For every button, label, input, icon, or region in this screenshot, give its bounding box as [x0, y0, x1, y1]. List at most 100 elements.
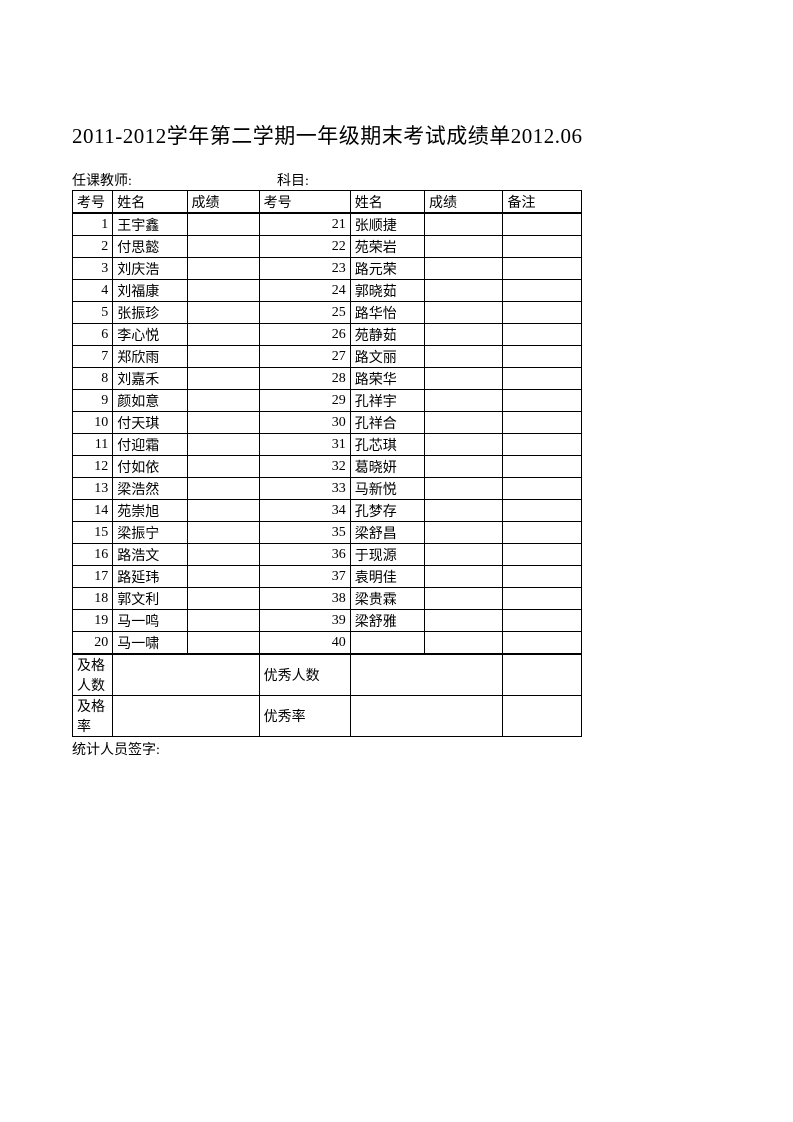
- teacher-label: 任课教师:: [72, 174, 132, 189]
- exam-no-cell: 28: [259, 368, 350, 390]
- name-cell: [350, 632, 424, 654]
- score-cell: [425, 456, 503, 478]
- name-cell: 于现源: [350, 544, 424, 566]
- score-cell: [187, 280, 259, 302]
- score-cell: [187, 412, 259, 434]
- table-row: 1王宇鑫21张顺捷: [73, 214, 582, 236]
- stats-note-2: [503, 696, 582, 737]
- note-cell: [503, 324, 582, 346]
- exam-no-cell: 13: [73, 478, 113, 500]
- name-cell: 李心悦: [113, 324, 187, 346]
- name-cell: 马新悦: [350, 478, 424, 500]
- note-cell: [503, 434, 582, 456]
- exam-no-cell: 29: [259, 390, 350, 412]
- header-name-1: 姓名: [113, 191, 187, 213]
- name-cell: 袁明佳: [350, 566, 424, 588]
- name-cell: 郭晓茹: [350, 280, 424, 302]
- name-cell: 郭文利: [113, 588, 187, 610]
- score-cell: [425, 588, 503, 610]
- score-cell: [187, 258, 259, 280]
- table-row: 20马一啸40: [73, 632, 582, 654]
- note-cell: [503, 500, 582, 522]
- name-cell: 郑欣雨: [113, 346, 187, 368]
- name-cell: 张顺捷: [350, 214, 424, 236]
- name-cell: 张振珍: [113, 302, 187, 324]
- exam-no-cell: 25: [259, 302, 350, 324]
- note-cell: [503, 214, 582, 236]
- score-cell: [425, 368, 503, 390]
- note-cell: [503, 522, 582, 544]
- note-cell: [503, 412, 582, 434]
- name-cell: 苑荣岩: [350, 236, 424, 258]
- table-row: 15梁振宁35梁舒昌: [73, 522, 582, 544]
- exam-no-cell: 6: [73, 324, 113, 346]
- note-cell: [503, 390, 582, 412]
- exam-no-cell: 9: [73, 390, 113, 412]
- score-cell: [425, 632, 503, 654]
- score-cell: [425, 236, 503, 258]
- score-table: 考号 姓名 成绩 考号 姓名 成绩 备注: [72, 190, 582, 213]
- exam-no-cell: 11: [73, 434, 113, 456]
- name-cell: 梁贵霖: [350, 588, 424, 610]
- exam-no-cell: 33: [259, 478, 350, 500]
- header-exam-no-2: 考号: [259, 191, 350, 213]
- header-exam-no-1: 考号: [73, 191, 113, 213]
- exam-no-cell: 2: [73, 236, 113, 258]
- score-cell: [425, 280, 503, 302]
- score-cell: [187, 214, 259, 236]
- exam-no-cell: 24: [259, 280, 350, 302]
- score-table-body: 1王宇鑫21张顺捷2付思懿22苑荣岩3刘庆浩23路元荣4刘福康24郭晓茹5张振珍…: [72, 213, 582, 654]
- stats-row-1: 及格人数 优秀人数: [73, 655, 582, 696]
- note-cell: [503, 280, 582, 302]
- name-cell: 刘庆浩: [113, 258, 187, 280]
- pass-rate-value: [113, 696, 259, 737]
- note-cell: [503, 544, 582, 566]
- table-row: 16路浩文36于现源: [73, 544, 582, 566]
- note-cell: [503, 258, 582, 280]
- score-cell: [425, 522, 503, 544]
- exam-no-cell: 20: [73, 632, 113, 654]
- exam-no-cell: 38: [259, 588, 350, 610]
- exam-no-cell: 8: [73, 368, 113, 390]
- excellent-count-value: [350, 655, 503, 696]
- name-cell: 孔祥合: [350, 412, 424, 434]
- name-cell: 王宇鑫: [113, 214, 187, 236]
- score-cell: [425, 324, 503, 346]
- name-cell: 付迎霜: [113, 434, 187, 456]
- pass-count-label: 及格人数: [73, 655, 113, 696]
- score-cell: [425, 434, 503, 456]
- score-cell: [425, 544, 503, 566]
- table-row: 4刘福康24郭晓茹: [73, 280, 582, 302]
- name-cell: 路浩文: [113, 544, 187, 566]
- table-row: 9颜如意29孔祥宇: [73, 390, 582, 412]
- table-row: 2付思懿22苑荣岩: [73, 236, 582, 258]
- score-cell: [425, 390, 503, 412]
- header-score-1: 成绩: [187, 191, 259, 213]
- subject-label: 科目:: [277, 174, 309, 189]
- stats-table: 及格人数 优秀人数 及格率 优秀率: [72, 654, 582, 737]
- footer-signature: 统计人员签字:: [72, 739, 721, 759]
- table-row: 8刘嘉禾28路荣华: [73, 368, 582, 390]
- table-row: 7郑欣雨27路文丽: [73, 346, 582, 368]
- name-cell: 路荣华: [350, 368, 424, 390]
- exam-no-cell: 34: [259, 500, 350, 522]
- score-cell: [187, 236, 259, 258]
- exam-no-cell: 5: [73, 302, 113, 324]
- exam-no-cell: 15: [73, 522, 113, 544]
- exam-no-cell: 19: [73, 610, 113, 632]
- note-cell: [503, 236, 582, 258]
- exam-no-cell: 37: [259, 566, 350, 588]
- table-header-row: 考号 姓名 成绩 考号 姓名 成绩 备注: [73, 191, 582, 213]
- exam-no-cell: 21: [259, 214, 350, 236]
- exam-no-cell: 36: [259, 544, 350, 566]
- table-row: 11付迎霜31孔芯琪: [73, 434, 582, 456]
- note-cell: [503, 302, 582, 324]
- teacher-field: 任课教师:: [72, 170, 277, 190]
- exam-no-cell: 31: [259, 434, 350, 456]
- score-cell: [187, 368, 259, 390]
- score-cell: [425, 610, 503, 632]
- exam-no-cell: 3: [73, 258, 113, 280]
- name-cell: 孔祥宇: [350, 390, 424, 412]
- note-cell: [503, 566, 582, 588]
- name-cell: 付思懿: [113, 236, 187, 258]
